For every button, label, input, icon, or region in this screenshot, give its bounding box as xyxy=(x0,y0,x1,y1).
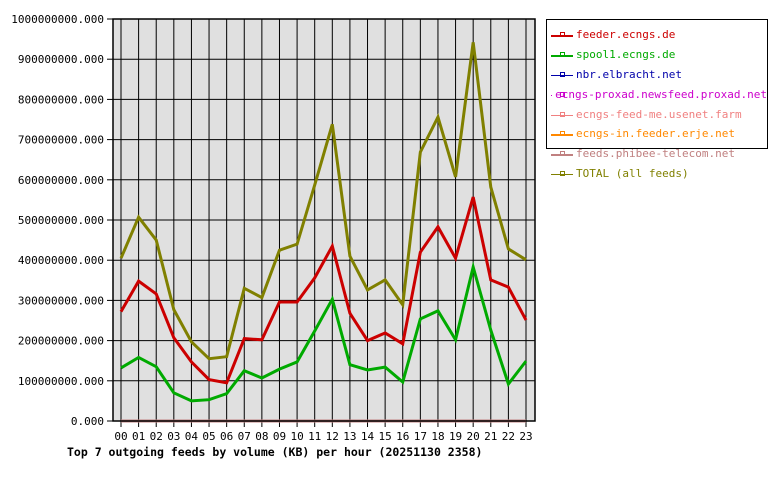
svg-text:21: 21 xyxy=(484,430,497,443)
legend-line-marker-icon xyxy=(551,111,573,118)
svg-text:1000000000.000: 1000000000.000 xyxy=(11,13,104,26)
legend-item: ecngs-feed-me.usenet.farm xyxy=(551,104,767,124)
y-axis-ticks: 0.000 100000000.000 200000000.000 300000000… xyxy=(11,13,113,428)
legend: feeder.ecngs.de spool1.ecngs.de nbr.elbr… xyxy=(546,19,768,180)
chart-title: Top 7 outgoing feeds by volume (KB) per … xyxy=(67,445,482,459)
svg-text:11: 11 xyxy=(308,430,321,443)
svg-text:00: 00 xyxy=(114,430,127,443)
legend-item: nbr.elbracht.net xyxy=(551,65,767,85)
legend-item: ecngs-in.feeder.erje.net xyxy=(551,124,767,144)
svg-text:18: 18 xyxy=(431,430,444,443)
legend-line-marker-icon xyxy=(551,71,573,78)
legend-line-marker-icon xyxy=(551,51,573,58)
plot-border xyxy=(112,18,536,422)
legend-line-marker-icon xyxy=(551,150,573,157)
legend-label: feeds.phibee-telecom.net xyxy=(576,147,735,161)
legend-label: spool1.ecngs.de xyxy=(576,48,676,62)
legend-label: nbr.elbracht.net xyxy=(576,67,682,81)
legend-item: ecngs-proxad.newsfeed.proxad.net xyxy=(551,84,767,104)
svg-text:10: 10 xyxy=(290,430,303,443)
svg-text:23: 23 xyxy=(519,430,532,443)
svg-text:09: 09 xyxy=(273,430,286,443)
svg-text:17: 17 xyxy=(414,430,427,443)
legend-line-marker-icon xyxy=(551,91,565,98)
svg-text:06: 06 xyxy=(220,430,233,443)
svg-text:200000000.000: 200000000.000 xyxy=(18,335,104,348)
legend-line-marker-icon xyxy=(551,31,573,38)
svg-text:19: 19 xyxy=(449,430,462,443)
svg-text:400000000.000: 400000000.000 xyxy=(18,254,104,267)
legend-label: feeder.ecngs.de xyxy=(576,28,676,42)
svg-text:14: 14 xyxy=(361,430,375,443)
legend-item: TOTAL (all feeds) xyxy=(551,164,767,184)
svg-text:13: 13 xyxy=(343,430,356,443)
svg-text:05: 05 xyxy=(202,430,215,443)
svg-text:16: 16 xyxy=(396,430,409,443)
legend-line-marker-icon xyxy=(551,130,573,137)
svg-text:04: 04 xyxy=(185,430,199,443)
svg-text:100000000.000: 100000000.000 xyxy=(18,375,104,388)
svg-text:12: 12 xyxy=(326,430,339,443)
svg-text:01: 01 xyxy=(132,430,145,443)
svg-text:0.000: 0.000 xyxy=(71,415,104,428)
svg-text:300000000.000: 300000000.000 xyxy=(18,294,104,307)
legend-label: ecngs-proxad.newsfeed.proxad.net xyxy=(555,87,767,101)
svg-text:800000000.000: 800000000.000 xyxy=(18,93,104,106)
legend-label: TOTAL (all feeds) xyxy=(576,166,689,180)
x-axis-ticks: 00 01 02 03 04 05 06 07 08 09 10 11 12 13 14 15 16 17 18 19… xyxy=(114,421,533,443)
svg-text:700000000.000: 700000000.000 xyxy=(18,134,104,147)
svg-text:07: 07 xyxy=(238,430,251,443)
legend-item: feeder.ecngs.de xyxy=(551,25,767,45)
legend-item: feeds.phibee-telecom.net xyxy=(551,144,767,164)
svg-text:600000000.000: 600000000.000 xyxy=(18,174,104,187)
legend-label: ecngs-in.feeder.erje.net xyxy=(576,127,735,141)
svg-text:02: 02 xyxy=(150,430,163,443)
svg-text:900000000.000: 900000000.000 xyxy=(18,53,104,66)
legend-label: ecngs-feed-me.usenet.farm xyxy=(576,107,742,121)
legend-item: spool1.ecngs.de xyxy=(551,45,767,65)
legend-line-marker-icon xyxy=(551,170,573,177)
svg-text:22: 22 xyxy=(502,430,515,443)
svg-text:20: 20 xyxy=(467,430,480,443)
svg-text:15: 15 xyxy=(379,430,392,443)
svg-text:03: 03 xyxy=(167,430,180,443)
svg-text:500000000.000: 500000000.000 xyxy=(18,214,104,227)
svg-text:08: 08 xyxy=(255,430,268,443)
